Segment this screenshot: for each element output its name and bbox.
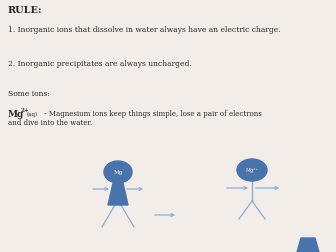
Polygon shape	[297, 238, 319, 252]
Text: 1. Inorganic ions that dissolve in water always have an electric charge.: 1. Inorganic ions that dissolve in water…	[8, 26, 281, 34]
Ellipse shape	[237, 159, 267, 181]
Text: Mg: Mg	[8, 110, 24, 119]
Text: - Magnesium ions keep things simple, lose a pair of electrons: - Magnesium ions keep things simple, los…	[42, 110, 262, 118]
Ellipse shape	[104, 161, 132, 183]
Text: and dive into the water.: and dive into the water.	[8, 119, 92, 127]
Text: Mg: Mg	[113, 170, 123, 175]
Text: RULE:: RULE:	[8, 6, 42, 15]
Polygon shape	[108, 183, 128, 205]
Text: Mg²⁺: Mg²⁺	[246, 168, 258, 173]
Text: (aq): (aq)	[27, 112, 38, 117]
Text: Some ions:: Some ions:	[8, 90, 50, 98]
Text: 2+: 2+	[20, 108, 29, 113]
Text: 2. Inorganic precipitates are always uncharged.: 2. Inorganic precipitates are always unc…	[8, 60, 192, 68]
